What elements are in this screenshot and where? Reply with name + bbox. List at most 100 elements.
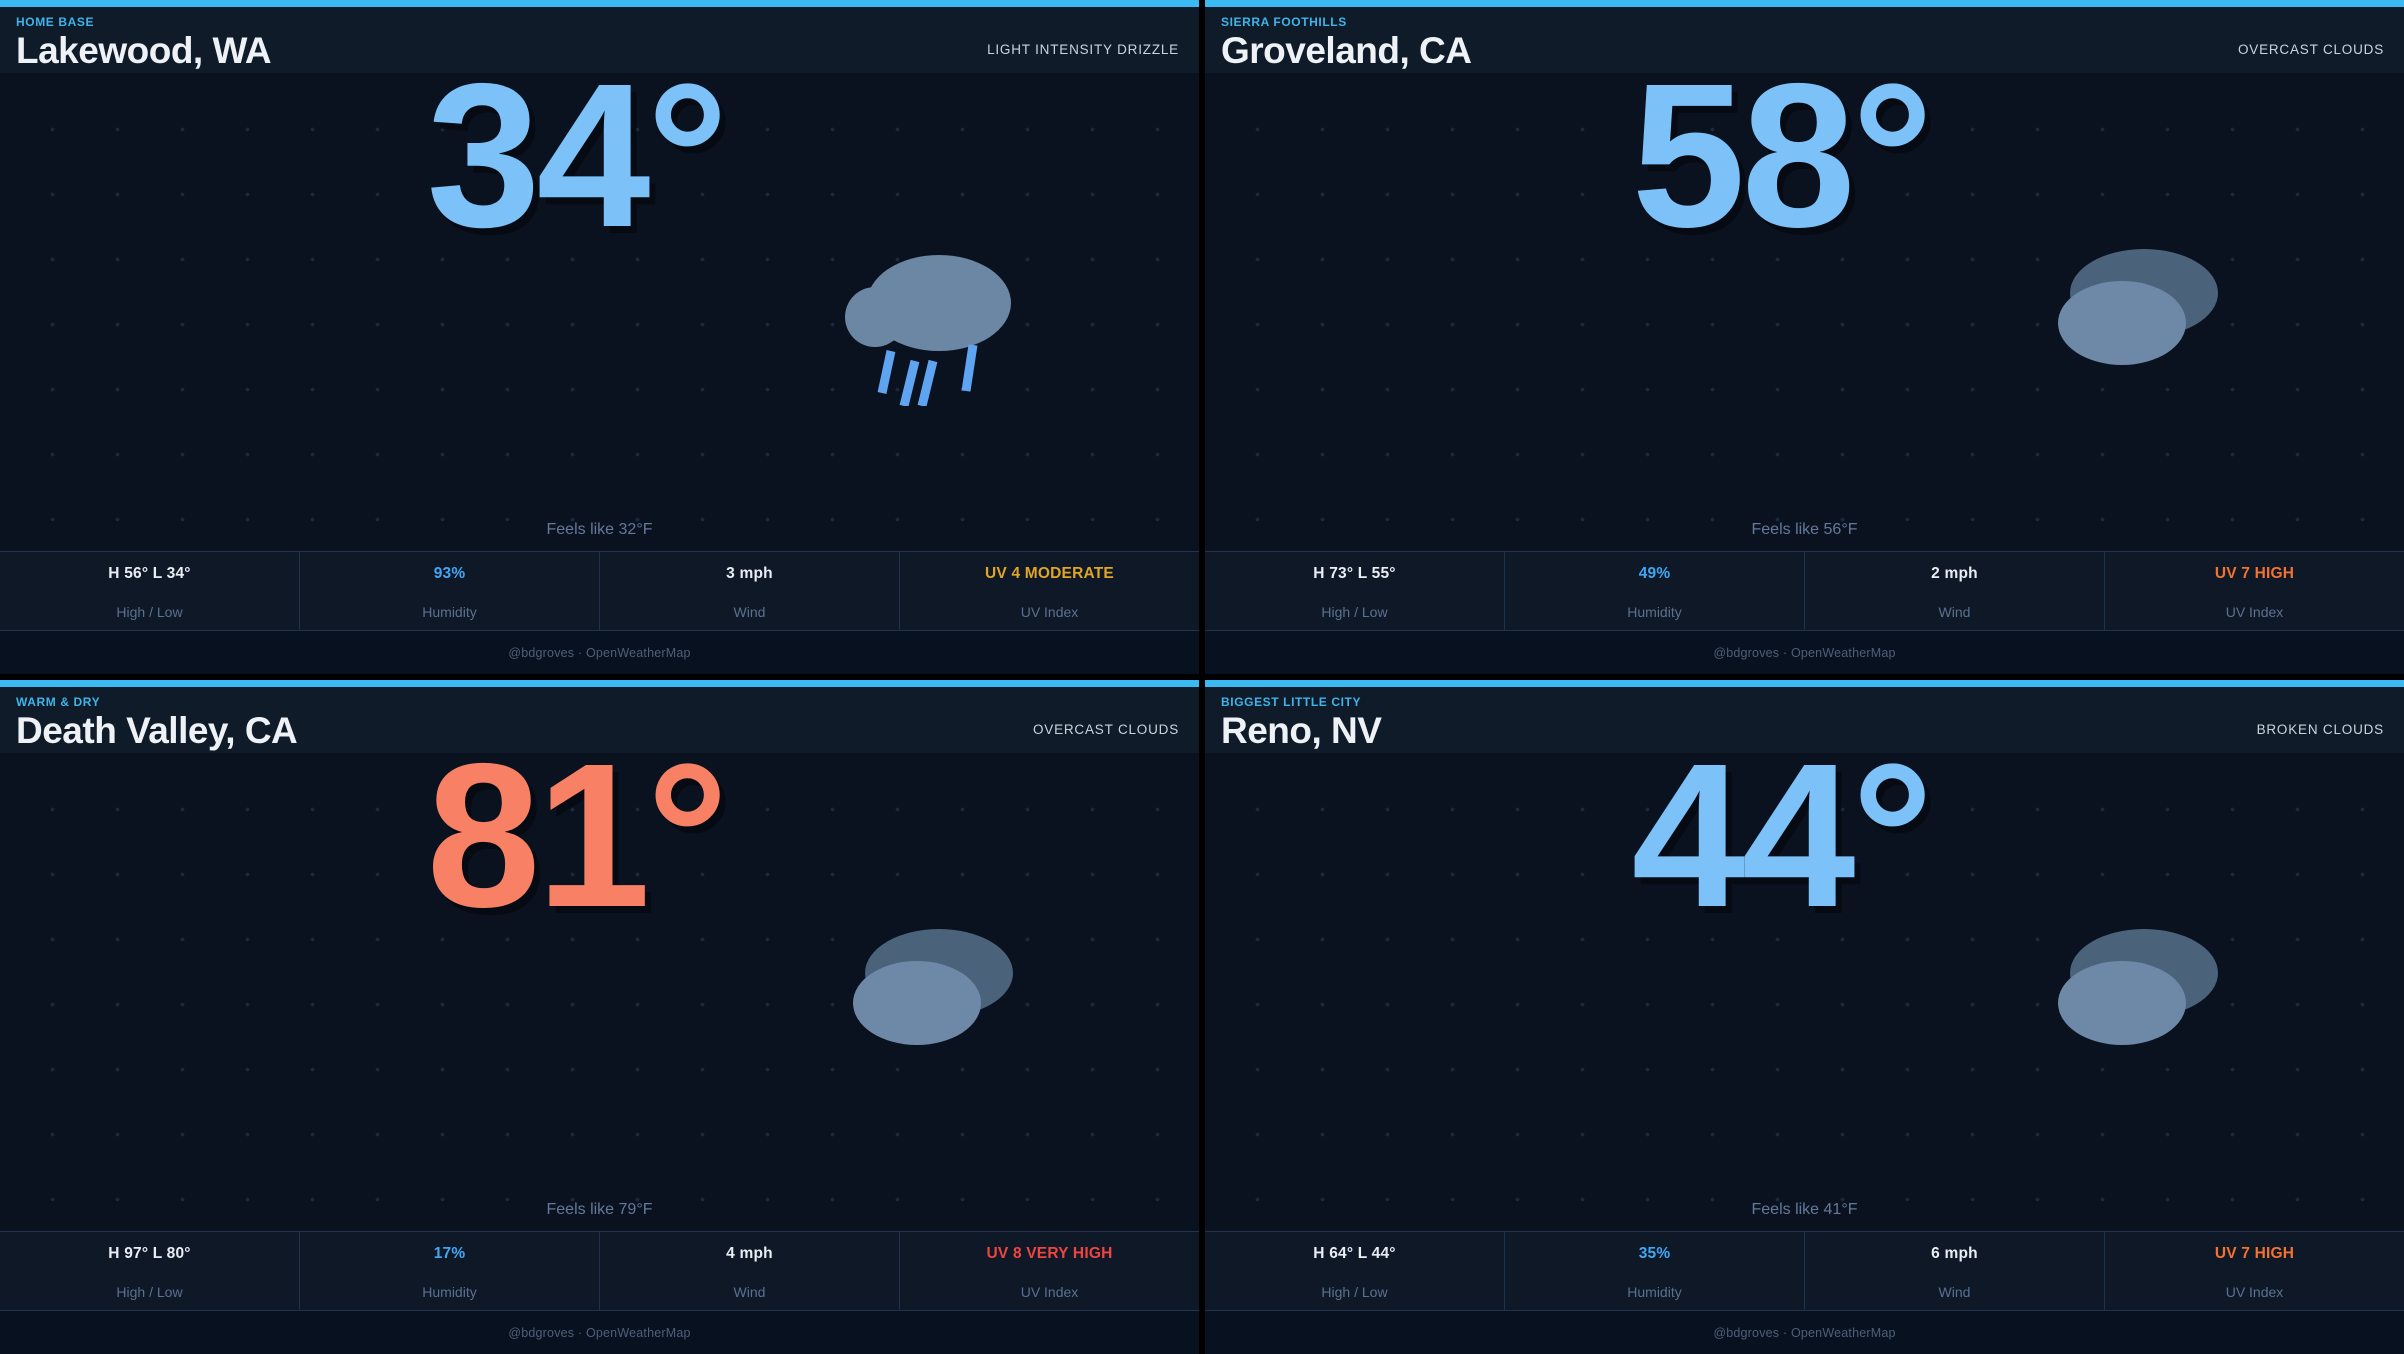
stat-value: UV 7 HIGH [2214, 565, 2295, 582]
stat-value: 49% [1638, 565, 1671, 582]
stats-row: H 73° L 55° High / Low 49% Humidity 2 mp… [1205, 551, 2404, 631]
header-left: BIGGEST LITTLE CITY Reno, NV [1221, 695, 1382, 752]
condition-text: BROKEN CLOUDS [2256, 722, 2384, 737]
weather-icon [2044, 921, 2224, 1081]
stat-label: Humidity [1627, 604, 1682, 620]
feels-like-text: Feels like 56°F [1751, 521, 1858, 538]
stat-label: UV Index [1020, 1284, 1079, 1300]
stat-value: H 56° L 34° [108, 565, 191, 582]
feels-like-text: Feels like 79°F [546, 1201, 653, 1218]
stats-row: H 56° L 34° High / Low 93% Humidity 3 mp… [0, 551, 1199, 631]
stat-label: UV Index [2225, 604, 2284, 620]
accent-bar [1205, 0, 2404, 7]
stat-high-low: H 97° L 80° High / Low [0, 1232, 299, 1310]
panel-tag: HOME BASE [16, 15, 95, 29]
stat-value: 2 mph [1931, 565, 1978, 582]
stat-uv-index: UV 7 HIGH UV Index [2104, 552, 2404, 630]
temperature-value: 34° [426, 41, 729, 270]
attribution-footer: @bdgroves · OpenWeatherMap [1205, 1311, 2404, 1354]
stat-humidity: 93% Humidity [299, 552, 599, 630]
stat-label: UV Index [2225, 1284, 2284, 1300]
weather-card: SIERRA FOOTHILLS Groveland, CA OVERCAST … [1205, 0, 2404, 674]
stat-humidity: 49% Humidity [1504, 552, 1804, 630]
attribution-footer: @bdgroves · OpenWeatherMap [0, 631, 1199, 674]
stat-label: Wind [733, 604, 766, 620]
stat-label: High / Low [1321, 1284, 1388, 1300]
stat-high-low: H 56° L 34° High / Low [0, 552, 299, 630]
stats-row: H 64° L 44° High / Low 35% Humidity 6 mp… [1205, 1231, 2404, 1311]
stat-value: H 97° L 80° [108, 1245, 191, 1262]
stat-value: H 64° L 44° [1313, 1245, 1396, 1262]
stat-label: Humidity [422, 604, 477, 620]
stat-label: Wind [733, 1284, 766, 1300]
overcast-clouds-icon [2058, 929, 2219, 1045]
card-main: 81° Feels like 79°F [0, 733, 1199, 1231]
weather-icon [839, 921, 1019, 1081]
stat-humidity: 17% Humidity [299, 1232, 599, 1310]
condition-text: LIGHT INTENSITY DRIZZLE [987, 42, 1179, 57]
drizzle-cloud-icon [845, 255, 1012, 408]
panel-tag: BIGGEST LITTLE CITY [1221, 695, 1362, 709]
stat-uv-index: UV 4 MODERATE UV Index [899, 552, 1199, 630]
city-name: Reno, NV [1221, 710, 1382, 751]
card-header: HOME BASE Lakewood, WA LIGHT INTENSITY D… [0, 7, 1199, 73]
stat-label: Wind [1938, 604, 1971, 620]
accent-bar [0, 0, 1199, 7]
card-main: 44° Feels like 41°F [1205, 733, 2404, 1231]
header-left: SIERRA FOOTHILLS Groveland, CA [1221, 15, 1472, 72]
stat-value: 17% [433, 1245, 466, 1262]
weather-icon [2044, 241, 2224, 401]
temperature-value: 58° [1631, 41, 1934, 270]
city-name: Death Valley, CA [16, 710, 298, 751]
condition-text: OVERCAST CLOUDS [1032, 722, 1179, 737]
overcast-clouds-icon [853, 929, 1014, 1045]
stat-value: UV 4 MODERATE [985, 565, 1114, 582]
panel-tag: SIERRA FOOTHILLS [1221, 15, 1347, 29]
stat-label: Wind [1938, 1284, 1971, 1300]
stat-wind: 3 mph Wind [599, 552, 899, 630]
weather-card: WARM & DRY Death Valley, CA OVERCAST CLO… [0, 680, 1199, 1354]
stats-row: H 97° L 80° High / Low 17% Humidity 4 mp… [0, 1231, 1199, 1311]
stat-uv-index: UV 7 HIGH UV Index [2104, 1232, 2404, 1310]
stat-label: UV Index [1020, 604, 1079, 620]
stat-value: UV 7 HIGH [2214, 1245, 2295, 1262]
stat-uv-index: UV 8 VERY HIGH UV Index [899, 1232, 1199, 1310]
attribution-footer: @bdgroves · OpenWeatherMap [1205, 631, 2404, 674]
stat-value: 6 mph [1931, 1245, 1978, 1262]
stat-label: High / Low [116, 604, 183, 620]
stat-humidity: 35% Humidity [1504, 1232, 1804, 1310]
condition-text: OVERCAST CLOUDS [2237, 42, 2384, 57]
overcast-clouds-icon [2058, 249, 2219, 365]
stat-wind: 2 mph Wind [1804, 552, 2104, 630]
temperature-value: 81° [426, 721, 729, 950]
stat-wind: 6 mph Wind [1804, 1232, 2104, 1310]
weather-card: HOME BASE Lakewood, WA LIGHT INTENSITY D… [0, 0, 1199, 674]
stat-value: 3 mph [726, 565, 773, 582]
weather-icon [839, 241, 1019, 408]
stat-high-low: H 73° L 55° High / Low [1205, 552, 1504, 630]
stat-value: 35% [1638, 1245, 1671, 1262]
stat-value: UV 8 VERY HIGH [986, 1245, 1113, 1262]
stat-value: H 73° L 55° [1313, 565, 1396, 582]
weather-card: BIGGEST LITTLE CITY Reno, NV BROKEN CLOU… [1205, 680, 2404, 1354]
panel-tag: WARM & DRY [16, 695, 101, 709]
accent-bar [1205, 680, 2404, 687]
stat-label: Humidity [1627, 1284, 1682, 1300]
city-name: Groveland, CA [1221, 30, 1472, 71]
stat-high-low: H 64° L 44° High / Low [1205, 1232, 1504, 1310]
stat-value: 93% [433, 565, 466, 582]
stat-value: 4 mph [726, 1245, 773, 1262]
temperature-value: 44° [1631, 721, 1934, 950]
card-main: 58° Feels like 56°F [1205, 53, 2404, 551]
stat-wind: 4 mph Wind [599, 1232, 899, 1310]
feels-like-text: Feels like 32°F [546, 521, 653, 538]
stat-label: High / Low [1321, 604, 1388, 620]
city-name: Lakewood, WA [16, 30, 272, 71]
card-header: BIGGEST LITTLE CITY Reno, NV BROKEN CLOU… [1205, 687, 2404, 753]
card-main: 34° Feels like 32°F [0, 53, 1199, 551]
stat-label: High / Low [116, 1284, 183, 1300]
attribution-footer: @bdgroves · OpenWeatherMap [0, 1311, 1199, 1354]
card-header: SIERRA FOOTHILLS Groveland, CA OVERCAST … [1205, 7, 2404, 73]
card-header: WARM & DRY Death Valley, CA OVERCAST CLO… [0, 687, 1199, 753]
